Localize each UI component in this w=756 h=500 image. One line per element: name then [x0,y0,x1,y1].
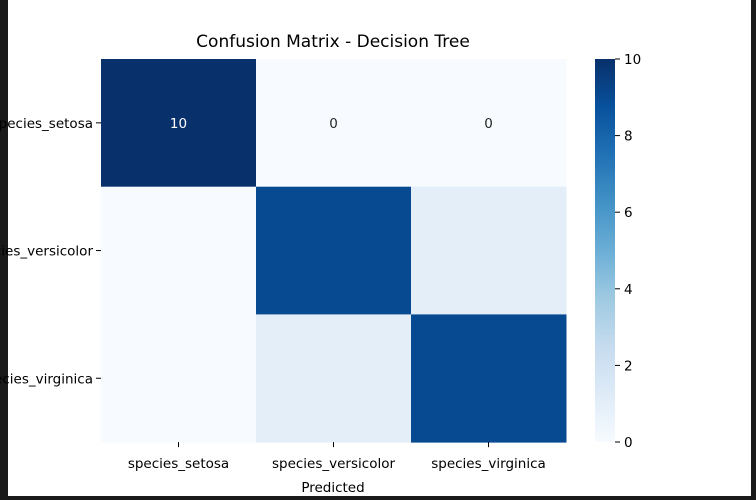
y-tick-label: species_versicolor [0,244,93,260]
heatmap-cell [256,186,412,315]
y-tick-label: species_virginica [0,371,93,387]
x-axis-ticks: species_setosa species_versicolor species_… [128,442,546,472]
x-tick-label: species_virginica [431,456,546,472]
colorbar-tick-label: 10 [624,52,641,68]
heatmap-cell [256,314,412,443]
colorbar-tick-label: 6 [624,205,633,221]
cell-value-label: 0 [484,116,493,132]
colorbar-tick-label: 2 [624,358,633,374]
cell-value-label: 0 [329,116,338,132]
heatmap-cell [411,59,567,188]
x-tick-label: species_setosa [128,456,229,472]
heatmap-cells: 10 0 0 [101,59,567,443]
x-tick-label: species_versicolor [272,456,395,472]
heatmap-cell [256,59,412,188]
x-axis-label: Predicted [301,480,364,496]
heatmap-cell [101,59,257,188]
colorbar-tick-label: 4 [624,282,633,298]
heatmap-cell [411,186,567,315]
colorbar-tick-label: 8 [624,129,633,145]
chart-title: Confusion Matrix - Decision Tree [196,32,470,52]
heatmap-cell [411,314,567,443]
heatmap-cell [101,186,257,315]
heatmap-cell [101,314,257,443]
colorbar-ticks: 0 2 4 6 8 10 [615,52,641,451]
colorbar-tick-label: 0 [624,435,633,451]
cell-value-label: 10 [170,116,187,132]
colorbar [595,59,615,442]
y-tick-label: species_setosa [0,116,93,132]
window-frame-left [0,0,8,500]
y-axis-ticks: species_setosa species_versicolor species_… [0,116,101,387]
window-frame-right [751,0,756,500]
window-frame-bottom [0,496,756,500]
